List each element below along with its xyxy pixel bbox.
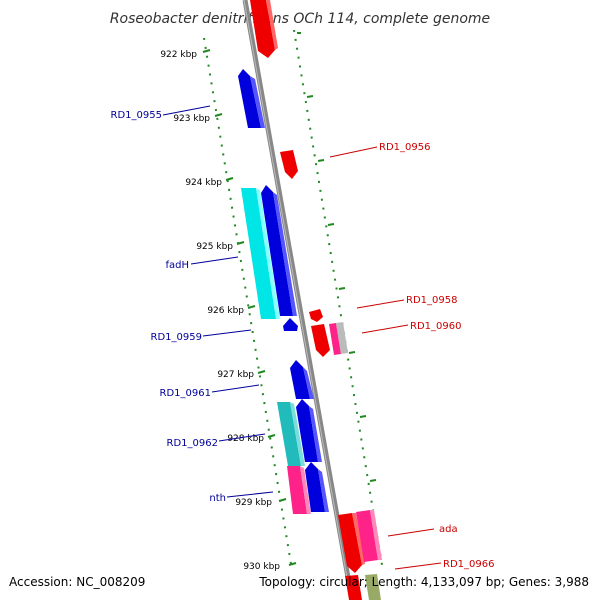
leader-line — [162, 105, 211, 116]
leader-line — [329, 146, 378, 158]
outer-tick-mark — [338, 287, 346, 290]
gene-label-rd1-0962[interactable]: RD1_0962 — [167, 438, 218, 449]
leader-line — [218, 433, 266, 442]
gene-label-ada[interactable]: ada — [439, 524, 458, 535]
gene-arrow-red-top[interactable] — [250, 0, 275, 58]
leader-line — [394, 562, 442, 570]
leader-line — [211, 384, 260, 393]
leader-line — [202, 329, 252, 337]
gene-label-rd1-0961[interactable]: RD1_0961 — [160, 388, 211, 399]
gene-arrow-ada-red[interactable] — [338, 513, 362, 573]
gene-arrow-fadh[interactable] — [241, 188, 276, 319]
outer-tick-mark — [306, 95, 314, 98]
gene-arrow-pink-rd1-0960[interactable] — [329, 323, 341, 355]
accession-text: Accession: NC_008209 — [9, 575, 145, 589]
gene-arrow-shade — [370, 510, 382, 560]
gene-arrow-rd1-0961[interactable] — [290, 360, 310, 399]
leader-line — [361, 324, 409, 334]
right-gene-labels: RD1_0956 RD1_0958 RD1_0960 ada RD1_0966 — [379, 142, 494, 570]
gene-arrow-shade — [266, 0, 278, 50]
tick-mark — [247, 305, 256, 309]
tick-label: 927 kbp — [217, 370, 254, 380]
gene-arrow-rd1-0959[interactable] — [283, 318, 298, 331]
gene-arrow-rd1-0956[interactable] — [280, 150, 298, 179]
gene-arrow-nth[interactable] — [287, 466, 307, 514]
tick-label: 922 kbp — [160, 50, 197, 60]
ruler-tracks — [203, 29, 383, 571]
tick-label: 926 kbp — [207, 306, 244, 316]
outer-tick-mark — [317, 159, 325, 162]
label-leader-lines — [162, 105, 442, 570]
map-title: Roseobacter denitrificans OCh 114, compl… — [110, 11, 490, 27]
tick-label: 929 kbp — [235, 498, 272, 508]
tick-mark — [202, 49, 211, 53]
gene-arrow-shade — [309, 406, 322, 462]
tick-label: 930 kbp — [243, 562, 280, 572]
gene-arrow-shade — [300, 466, 311, 514]
tick-mark — [257, 370, 266, 374]
gene-label-rd1-0966[interactable]: RD1_0966 — [443, 559, 494, 570]
tick-mark — [278, 498, 287, 502]
reverse-strand-genes — [238, 69, 329, 514]
tick-label: 928 kbp — [227, 434, 264, 444]
topology-text: Topology: circular; Length: 4,133,097 bp… — [258, 575, 589, 589]
genome-backbone-highlight — [243, 0, 352, 600]
gene-arrow-rd1-0966[interactable] — [345, 575, 362, 600]
gene-arrow-rd1-0962[interactable] — [277, 402, 301, 466]
gene-arrow-ada[interactable] — [356, 510, 378, 562]
gene-arrow-shade — [303, 367, 314, 399]
leader-line — [190, 256, 239, 265]
gene-arrow-shade — [250, 76, 265, 128]
gene-arrow-rd1-0960[interactable] — [311, 324, 330, 357]
left-gene-labels: RD1_0955 fadH RD1_0959 RD1_0961 RD1_0962… — [111, 110, 226, 504]
tick-mark — [267, 434, 276, 438]
tick-marks — [202, 32, 377, 566]
gene-label-rd1-0956[interactable]: RD1_0956 — [379, 142, 430, 153]
gene-arrow-blue-fadh-neighbor[interactable] — [261, 185, 293, 316]
outer-ruler-track — [293, 29, 383, 566]
tick-labels: 922 kbp 923 kbp 924 kbp 925 kbp 926 kbp … — [160, 50, 280, 572]
gene-arrow-blue-nth-neighbor[interactable] — [305, 462, 325, 512]
leader-line — [226, 491, 274, 498]
tick-mark — [288, 562, 297, 566]
gene-arrow-grey-rd1-0960[interactable] — [336, 322, 348, 354]
gene-label-rd1-0960[interactable]: RD1_0960 — [410, 321, 461, 332]
outer-tick-mark — [369, 479, 377, 482]
tick-mark — [236, 241, 245, 245]
tick-mark — [225, 177, 234, 181]
outer-tick-mark — [327, 223, 335, 226]
gene-arrow-blue-rd1-0962-neighbor[interactable] — [296, 399, 318, 462]
gene-arrow-shade — [352, 513, 365, 565]
gene-label-nth[interactable]: nth — [209, 493, 226, 504]
gene-arrow-rd1-0958[interactable] — [309, 309, 323, 322]
leader-line — [356, 299, 405, 309]
gene-arrow-rd1-0955[interactable] — [238, 69, 261, 128]
gene-label-rd1-0959[interactable]: RD1_0959 — [151, 332, 202, 343]
gene-label-rd1-0958[interactable]: RD1_0958 — [406, 295, 457, 306]
tick-label: 924 kbp — [185, 178, 222, 188]
outer-tick-mark — [359, 415, 367, 418]
leader-line — [387, 528, 435, 537]
gene-arrow-shade — [290, 402, 305, 466]
tick-label: 925 kbp — [196, 242, 233, 252]
forward-strand-genes — [250, 0, 382, 600]
gene-arrow-olive-bottom[interactable] — [365, 574, 381, 600]
genome-backbone — [242, 0, 355, 600]
gene-label-fadh[interactable]: fadH — [165, 260, 189, 271]
outer-tick-mark — [348, 351, 356, 354]
tick-mark — [214, 113, 223, 117]
tick-label: 923 kbp — [173, 114, 210, 124]
gene-arrow-shade — [318, 469, 329, 512]
gene-arrow-shade — [273, 192, 297, 316]
gene-arrow-shade — [256, 188, 280, 319]
gene-label-rd1-0955[interactable]: RD1_0955 — [111, 110, 162, 121]
